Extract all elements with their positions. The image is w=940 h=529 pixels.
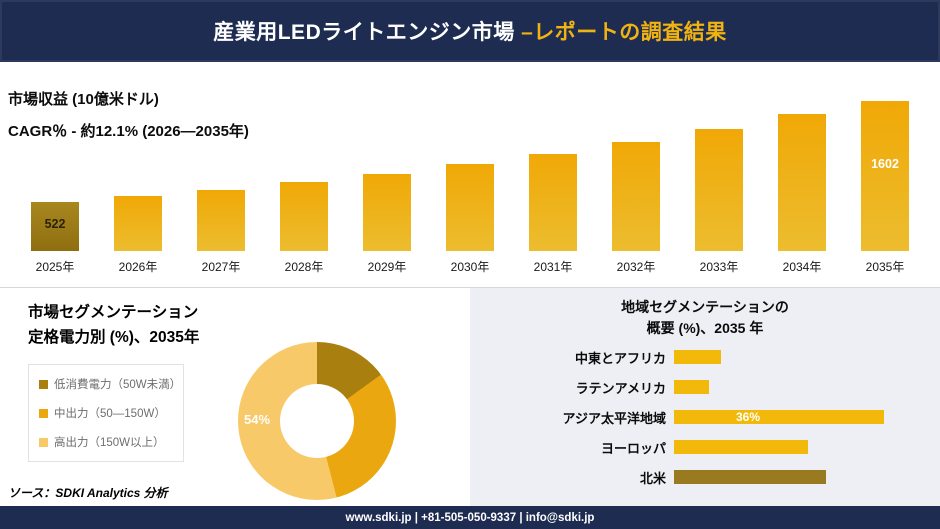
- regional-title-line2: 概要 (%)、2035 年: [646, 320, 764, 336]
- revenue-bar: [446, 164, 494, 251]
- revenue-chart-section: 市場収益 (10億米ドル) CAGR％ - 約12.1% (2026―2035年…: [0, 62, 940, 288]
- revenue-bar-group: 2029年: [358, 174, 416, 275]
- x-axis-label: 2031年: [533, 260, 573, 274]
- footer-bar: www.sdki.jp | +81-505-050-9337 | info@sd…: [0, 506, 940, 529]
- bar-value-label: 1602: [871, 157, 899, 171]
- region-bar: 36%: [674, 410, 884, 424]
- power-segmentation-title-line1: 市場セグメンテーション: [28, 304, 199, 321]
- page-title: 産業用LEDライトエンジン市場 –レポートの調査結果: [213, 16, 727, 46]
- power-segmentation-title-line2: 定格電力別 (%)、2035年: [28, 329, 200, 346]
- x-axis-label: 2035年: [865, 260, 905, 274]
- x-axis-label: 2027年: [201, 260, 241, 274]
- legend-label: 低消費電力（50W未満）: [54, 379, 182, 391]
- revenue-bar-group: 522 2025年: [26, 202, 84, 275]
- regional-segmentation-panel: 地域セグメンテーションの 概要 (%)、2035 年 中東とアフリカ ラテンアメリ…: [470, 288, 940, 506]
- region-row: ヨーロッパ: [470, 432, 940, 462]
- regional-title: 地域セグメンテーションの 概要 (%)、2035 年: [470, 288, 940, 339]
- revenue-bar-group: 2031年: [524, 154, 582, 275]
- power-segmentation-title: 市場セグメンテーション 定格電力別 (%)、2035年: [28, 300, 199, 350]
- revenue-bar: 1602: [861, 101, 909, 251]
- revenue-bar-chart: 522 2025年 2026年 2027年 2028年 2029年 2030年 2031年 20…: [26, 101, 914, 275]
- region-label: 北米: [639, 470, 666, 486]
- donut-hole: [280, 384, 354, 458]
- power-segmentation-panel: 市場セグメンテーション 定格電力別 (%)、2035年 低消費電力（50W未満）…: [0, 288, 470, 506]
- revenue-bar: 522: [31, 202, 79, 251]
- regional-title-line1: 地域セグメンテーションの: [621, 299, 789, 315]
- revenue-cagr-subtitle: CAGR％ - 約12.1% (2026―2035年): [8, 123, 249, 140]
- legend-swatch: [39, 408, 48, 418]
- region-row: 北米: [470, 462, 940, 492]
- revenue-bar-group: 1602 2035年: [856, 101, 914, 275]
- revenue-bar: [529, 154, 577, 251]
- donut-value-label: 54%: [244, 412, 271, 427]
- bar-value-label: 522: [44, 217, 66, 231]
- region-row: 中東とアフリカ: [470, 342, 940, 372]
- region-value-label: 36%: [736, 410, 761, 424]
- region-bar: [674, 470, 826, 484]
- legend-item: 中出力（50―150W）: [39, 405, 173, 421]
- x-axis-label: 2026年: [118, 260, 158, 274]
- revenue-bar-group: 2033年: [690, 129, 748, 275]
- source-note: ソース：SDKI Analytics 分析: [8, 486, 168, 500]
- header-banner: 産業用LEDライトエンジン市場 –レポートの調査結果: [0, 0, 940, 62]
- region-bar: [674, 350, 721, 364]
- power-donut-chart: 54%: [238, 342, 396, 500]
- revenue-bar: [197, 190, 245, 251]
- region-label: ヨーロッパ: [600, 440, 666, 456]
- power-segmentation-legend: 低消費電力（50W未満） 中出力（50―150W） 高出力（150W以上）: [28, 364, 184, 462]
- region-bar: [674, 380, 709, 394]
- revenue-bar-group: 2026年: [109, 196, 167, 275]
- revenue-bar-group: 2028年: [275, 182, 333, 275]
- revenue-bar-group: 2032年: [607, 142, 665, 275]
- x-axis-label: 2028年: [284, 260, 324, 274]
- revenue-bar: [280, 182, 328, 251]
- revenue-bar: [695, 129, 743, 251]
- region-bar: [674, 440, 808, 454]
- legend-swatch: [39, 437, 48, 447]
- x-axis-label: 2030年: [450, 260, 490, 274]
- revenue-bar: [363, 174, 411, 251]
- x-axis-label: 2025年: [35, 260, 75, 274]
- legend-item: 高出力（150W以上）: [39, 434, 173, 450]
- revenue-bar: [612, 142, 660, 251]
- x-axis-label: 2029年: [367, 260, 407, 274]
- revenue-chart-title: 市場収益 (10億米ドル): [8, 91, 159, 108]
- legend-label: 中出力（50―150W）: [54, 408, 166, 420]
- revenue-bar-group: 2030年: [441, 164, 499, 275]
- region-row: アジア太平洋地域 36%: [470, 402, 940, 432]
- revenue-bar: [778, 114, 826, 251]
- footer-contact-text: www.sdki.jp | +81-505-050-9337 | info@sd…: [345, 511, 595, 524]
- revenue-bar-group: 2034年: [773, 114, 831, 275]
- x-axis-label: 2033年: [699, 260, 739, 274]
- legend-label: 高出力（150W以上）: [54, 437, 165, 449]
- region-label: 中東とアフリカ: [574, 350, 666, 366]
- regional-bar-chart: 中東とアフリカ ラテンアメリカアジア太平洋地域 36% ヨーロッパ北米: [470, 342, 940, 492]
- region-label: アジア太平洋地域: [562, 410, 666, 426]
- revenue-bar: [114, 196, 162, 251]
- legend-swatch: [39, 379, 48, 389]
- x-axis-label: 2034年: [782, 260, 822, 274]
- x-axis-label: 2032年: [616, 260, 656, 274]
- page-title-main: 産業用LEDライトエンジン市場: [213, 21, 522, 44]
- region-label: ラテンアメリカ: [575, 380, 666, 396]
- legend-item: 低消費電力（50W未満）: [39, 376, 181, 392]
- page-title-accent: –レポートの調査結果: [521, 21, 727, 44]
- revenue-bar-group: 2027年: [192, 190, 250, 275]
- region-row: ラテンアメリカ: [470, 372, 940, 402]
